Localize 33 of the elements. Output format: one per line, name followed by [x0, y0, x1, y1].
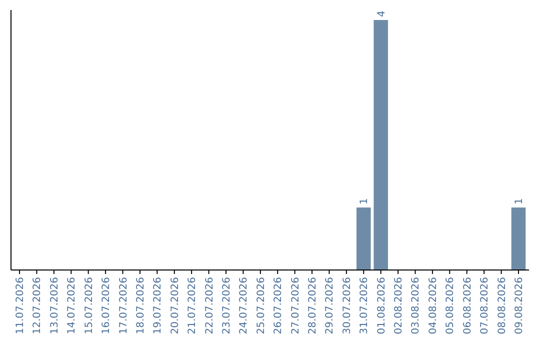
data-label: 1 [514, 198, 525, 204]
x-tick-label: 11.07.2026 [15, 277, 26, 334]
x-tick-label: 07.08.2026 [480, 277, 491, 334]
x-tick-label: 19.07.2026 [152, 277, 164, 334]
x-tick-label: 12.07.2026 [32, 277, 44, 334]
x-tick-label: 05.08.2026 [445, 277, 456, 334]
x-tick-label: 23.07.2026 [221, 277, 232, 334]
x-tick-label: 25.07.2026 [256, 277, 267, 334]
x-tick-label: 13.07.2026 [49, 277, 60, 334]
x-tick-label: 16.07.2026 [101, 277, 112, 334]
data-label: 1 [359, 198, 370, 204]
x-tick-label: 04.08.2026 [428, 277, 439, 334]
data-label: 4 [376, 10, 388, 17]
x-tick-label: 09.08.2026 [514, 277, 525, 334]
x-tick-label: 26.07.2026 [273, 277, 284, 334]
x-tick-label: 01.08.2026 [376, 277, 388, 334]
x-tick-label: 14.07.2026 [66, 277, 78, 334]
x-tick-label: 24.07.2026 [238, 277, 250, 334]
x-tick-label: 29.07.2026 [324, 277, 336, 334]
x-tick-label: 02.08.2026 [394, 277, 405, 334]
x-tick-label: 31.07.2026 [359, 277, 370, 334]
x-tick-label: 17.07.2026 [118, 277, 130, 334]
x-tick-label: 03.08.2026 [410, 277, 422, 334]
x-tick-label: 15.07.2026 [84, 277, 95, 334]
x-tick-label: 28.07.2026 [308, 277, 319, 334]
x-tick-label: 30.07.2026 [342, 277, 353, 334]
x-tick-label: 20.07.2026 [170, 277, 181, 334]
x-tick-label: 08.08.2026 [496, 277, 508, 334]
x-tick-label: 18.07.2026 [135, 277, 146, 334]
x-tick-label: 06.08.2026 [462, 277, 474, 334]
x-tick-label: 27.07.2026 [290, 277, 302, 334]
x-tick-label: 21.07.2026 [187, 277, 198, 334]
x-tick-label: 22.07.2026 [204, 277, 216, 334]
